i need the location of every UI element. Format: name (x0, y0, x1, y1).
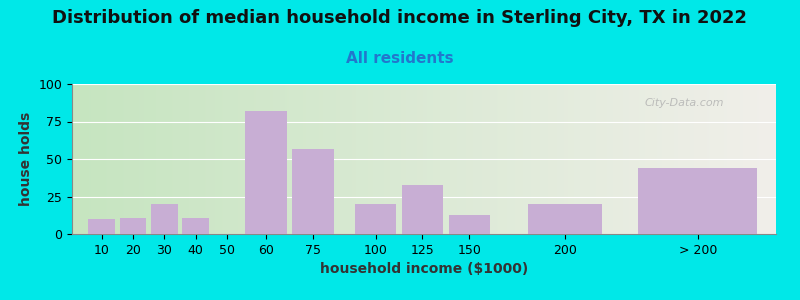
Bar (528, 204, 602, 234)
Bar (245, 111, 286, 234)
Text: Distribution of median household income in Sterling City, TX in 2022: Distribution of median household income … (53, 9, 747, 27)
Bar (151, 204, 178, 234)
Bar (402, 184, 443, 234)
Bar (88, 219, 115, 234)
Bar (292, 148, 334, 234)
Bar (354, 204, 396, 234)
Bar (182, 218, 209, 234)
Text: All residents: All residents (346, 51, 454, 66)
Bar (638, 168, 758, 234)
Bar (120, 218, 146, 234)
X-axis label: household income ($1000): household income ($1000) (320, 262, 528, 276)
Y-axis label: house holds: house holds (19, 112, 33, 206)
Text: City-Data.com: City-Data.com (645, 98, 724, 109)
Bar (449, 214, 490, 234)
